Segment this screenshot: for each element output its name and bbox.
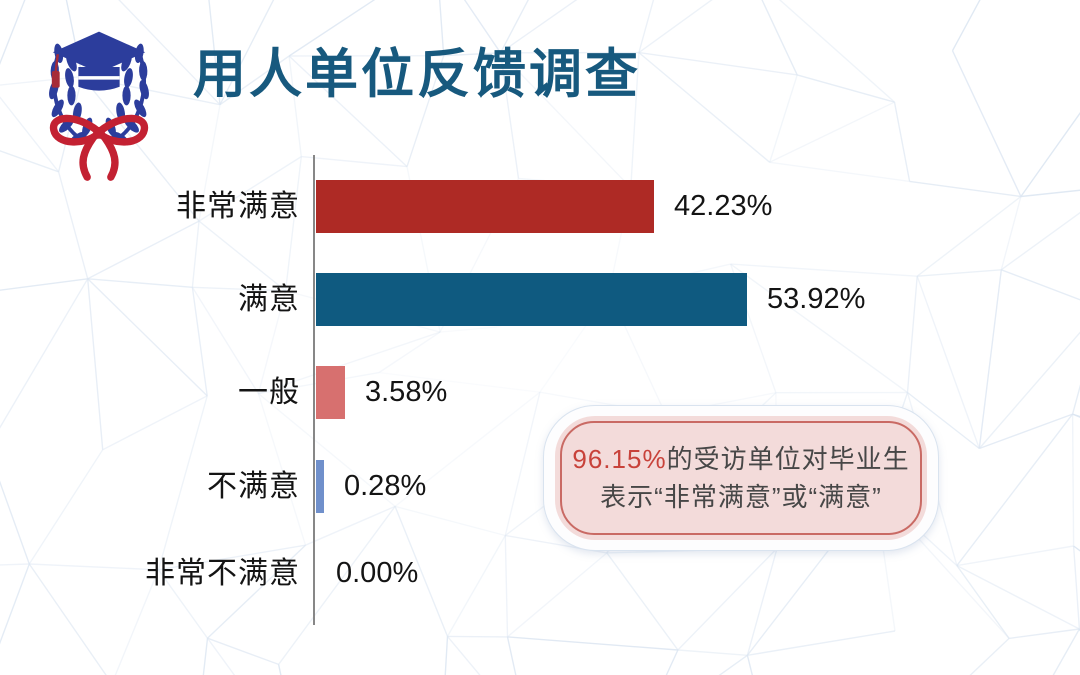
chart-row-very-dissatisfied: 非常不满意 0.00%	[0, 547, 1080, 600]
callout-line-1: 96.15%的受访单位对毕业生	[572, 440, 909, 478]
chart-row-satisfied: 满意 53.92%	[0, 273, 1080, 326]
category-label: 不满意	[207, 470, 300, 503]
value-label: 42.23%	[674, 190, 773, 222]
category-label: 一般	[238, 376, 300, 409]
chart-row-very-satisfied: 非常满意 42.23%	[0, 180, 1080, 233]
callout-bubble: 96.15%的受访单位对毕业生 表示“非常满意”或“满意”	[543, 405, 939, 551]
category-label: 非常不满意	[145, 557, 300, 590]
y-axis-line	[313, 155, 315, 625]
bar-average	[316, 366, 345, 419]
bar-dissatisfied	[316, 460, 324, 513]
graduation-logo	[49, 31, 153, 181]
category-label: 非常满意	[176, 190, 300, 223]
callout-highlight-percent: 96.15%	[572, 444, 667, 474]
graduation-cap-icon	[51, 31, 146, 91]
callout-line-1-rest: 的受访单位对毕业生	[666, 444, 910, 474]
value-label: 0.28%	[344, 470, 427, 502]
callout-text: 96.15%的受访单位对毕业生 表示“非常满意”或“满意”	[555, 416, 927, 540]
bar-very-satisfied	[316, 180, 654, 233]
value-label: 3.58%	[365, 376, 448, 408]
callout-line-2: 表示“非常满意”或“满意”	[600, 482, 882, 512]
ribbon-bow-icon	[50, 114, 148, 181]
category-label: 满意	[238, 283, 300, 316]
bar-satisfied	[316, 273, 747, 326]
value-label: 0.00%	[336, 557, 419, 589]
value-label: 53.92%	[767, 283, 866, 315]
chart-row-dissatisfied: 不满意 0.28%	[0, 460, 1080, 513]
page-title: 用人单位反馈调查	[193, 45, 641, 104]
chart-row-average: 一般 3.58%	[0, 366, 1080, 419]
callout-bubble-inner: 96.15%的受访单位对毕业生 表示“非常满意”或“满意”	[555, 416, 927, 540]
